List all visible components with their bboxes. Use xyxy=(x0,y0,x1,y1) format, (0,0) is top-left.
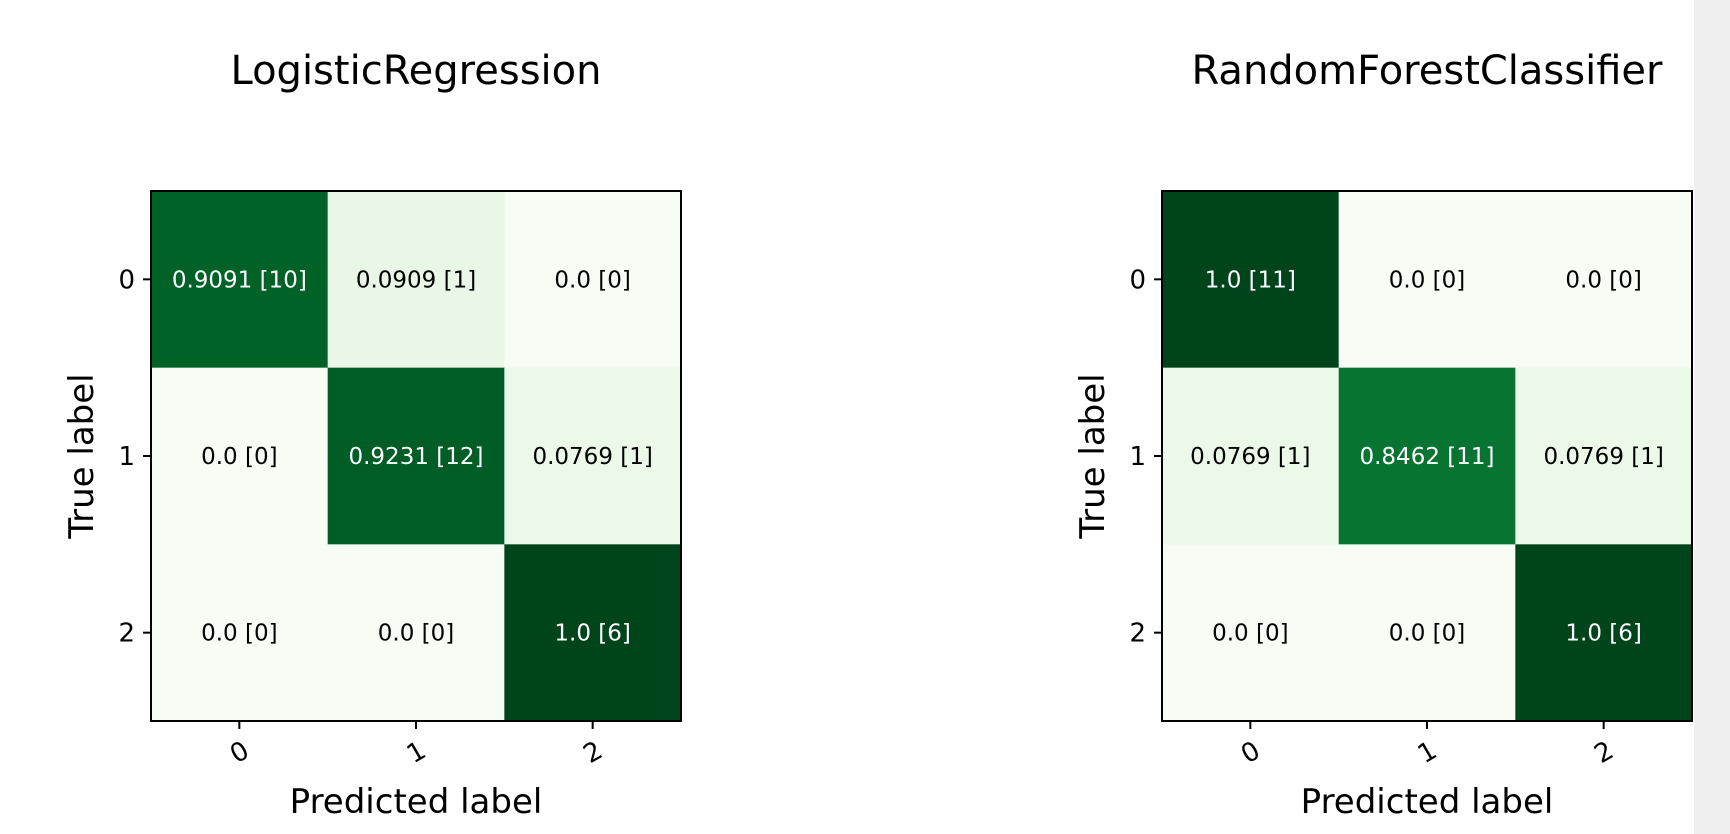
logreg-cell-label-1-2: 0.0769 [1] xyxy=(532,444,652,470)
logreg-cell-label-1-0: 0.0 [0] xyxy=(201,444,277,470)
logreg-cell-label-0-1: 0.0909 [1] xyxy=(356,267,476,293)
logreg-cell-label-2-0: 0.0 [0] xyxy=(201,621,277,647)
rf-cell-label-0-1: 0.0 [0] xyxy=(1389,267,1465,293)
rf-x-tick-label-0: 0 xyxy=(1236,736,1265,770)
logistic-regression-panel: LogisticRegression 0.9091 [10] 0.0909 [1] 0… xyxy=(62,48,682,822)
rf-cell-0-1 xyxy=(1338,191,1516,369)
logreg-cell-label-2-2: 1.0 [6] xyxy=(554,621,630,647)
logreg-cell-1-2 xyxy=(504,367,682,545)
logreg-y-tick-label-0: 0 xyxy=(118,265,135,295)
random-forest-panel: RandomForestClassifier 1.0 [11] 0.0 [0] 0.0… xyxy=(1073,48,1693,822)
logreg-cell-0-2 xyxy=(504,191,682,369)
rf-x-tick-label-1: 1 xyxy=(1413,736,1442,770)
logreg-cell-1-1 xyxy=(327,367,505,545)
logreg-y-axis-label: True label xyxy=(62,373,102,539)
rf-cell-2-1 xyxy=(1338,544,1516,722)
rf-chart-title: RandomForestClassifier xyxy=(1192,48,1664,94)
logreg-cell-2-2 xyxy=(504,544,682,722)
logreg-cell-label-2-1: 0.0 [0] xyxy=(378,621,454,647)
logreg-cell-2-1 xyxy=(327,544,505,722)
rf-cell-0-0 xyxy=(1162,191,1340,369)
rf-cell-label-1-1: 0.8462 [11] xyxy=(1359,444,1494,470)
rf-y-axis-label: True label xyxy=(1073,373,1113,539)
logreg-cell-0-0 xyxy=(151,191,329,369)
logreg-y-tick-label-1: 1 xyxy=(118,442,135,472)
rf-cell-label-2-2: 1.0 [6] xyxy=(1565,621,1641,647)
rf-y-tick-label-1: 1 xyxy=(1129,442,1146,472)
rf-y-tick-label-2: 2 xyxy=(1129,619,1146,649)
rf-x-tick-label-2: 2 xyxy=(1590,736,1619,770)
rf-cell-1-1 xyxy=(1338,367,1516,545)
logreg-cell-2-0 xyxy=(151,544,329,722)
logreg-x-tick-label-2: 2 xyxy=(579,736,608,770)
logreg-y-tick-label-2: 2 xyxy=(118,619,135,649)
rf-cell-0-2 xyxy=(1515,191,1693,369)
rf-y-tick-label-0: 0 xyxy=(1129,265,1146,295)
rf-cell-label-1-2: 0.0769 [1] xyxy=(1543,444,1663,470)
logreg-cell-label-1-1: 0.9231 [12] xyxy=(348,444,483,470)
rf-cell-1-2 xyxy=(1515,367,1693,545)
rf-cell-label-1-0: 0.0769 [1] xyxy=(1190,444,1310,470)
rf-cell-label-0-2: 0.0 [0] xyxy=(1565,267,1641,293)
logreg-cell-label-0-0: 0.9091 [10] xyxy=(172,267,307,293)
scrollbar-strip xyxy=(1694,0,1730,834)
logreg-cell-1-0 xyxy=(151,367,329,545)
logreg-chart-title: LogisticRegression xyxy=(231,48,602,94)
logreg-cell-0-1 xyxy=(327,191,505,369)
rf-cell-2-2 xyxy=(1515,544,1693,722)
rf-cell-label-2-1: 0.0 [0] xyxy=(1389,621,1465,647)
logreg-x-axis-label: Predicted label xyxy=(290,782,543,822)
rf-cell-2-0 xyxy=(1162,544,1340,722)
logreg-x-tick-label-0: 0 xyxy=(225,736,254,770)
rf-cell-label-0-0: 1.0 [11] xyxy=(1205,267,1296,293)
rf-cell-1-0 xyxy=(1162,367,1340,545)
rf-cell-label-2-0: 0.0 [0] xyxy=(1212,621,1288,647)
logreg-x-tick-label-1: 1 xyxy=(402,736,431,770)
logreg-cell-label-0-2: 0.0 [0] xyxy=(554,267,630,293)
rf-x-axis-label: Predicted label xyxy=(1301,782,1554,822)
